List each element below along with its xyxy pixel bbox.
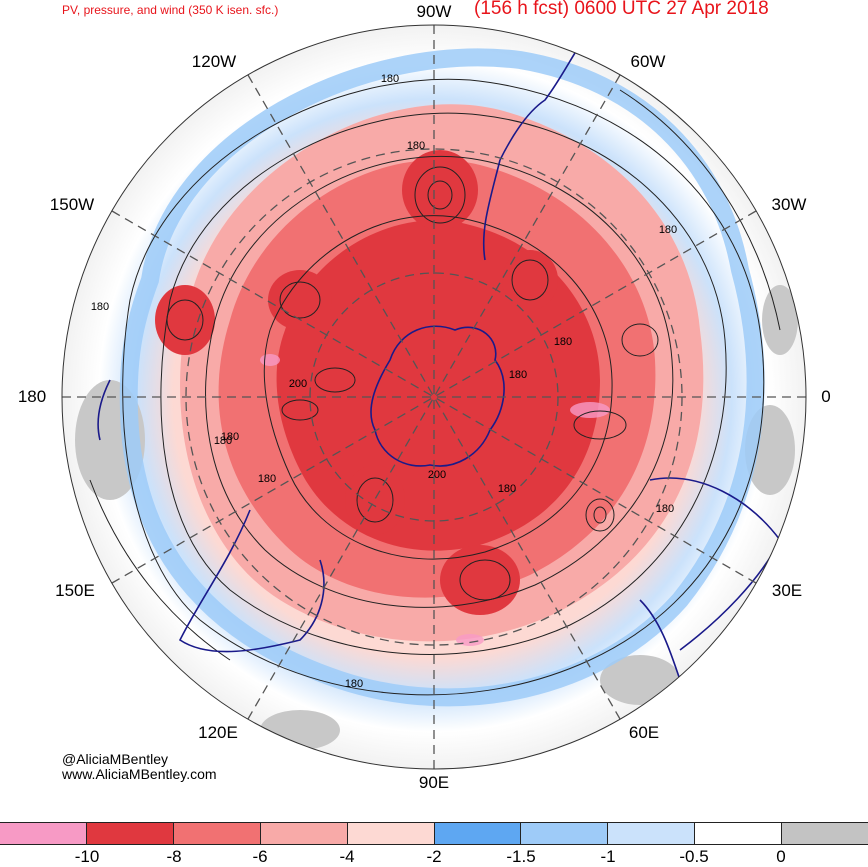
gray-patches xyxy=(75,285,798,750)
colorbar-tick: 0 xyxy=(776,847,786,866)
lon-120w: 120W xyxy=(191,52,237,71)
lon-30e: 30E xyxy=(771,581,803,600)
colorbar-tick: -8 xyxy=(166,847,182,866)
graticule xyxy=(62,25,806,769)
contour-label: 200 xyxy=(428,469,446,481)
pressure-contours xyxy=(89,78,781,696)
contour-label: 180 xyxy=(221,431,239,443)
contour-label: 180 xyxy=(381,73,399,85)
forecast-time: (156 h fcst) 0600 UTC 27 Apr 2018 xyxy=(474,0,769,19)
colorbar-swatch xyxy=(521,823,609,844)
map-title: PV, pressure, and wind (350 K isen. sfc.… xyxy=(62,3,279,17)
colorbar-swatch xyxy=(260,823,348,844)
contour-label: 180 xyxy=(345,678,363,690)
contour-label: 180 xyxy=(407,140,425,152)
contour-label: 180 xyxy=(509,369,527,381)
credit-website: www.AliciaMBentley.com xyxy=(62,766,217,782)
colorbar-tick: -4 xyxy=(339,847,355,866)
credit-handle: @AliciaMBentley xyxy=(62,751,169,767)
colorbar-swatch xyxy=(434,823,522,844)
colorbar-tick: -10 xyxy=(74,847,100,866)
contour-label: 180 xyxy=(656,503,674,515)
lon-150w: 150W xyxy=(49,195,95,214)
colorbar-swatch xyxy=(695,823,783,844)
lon-120e: 120E xyxy=(198,723,238,742)
colorbar-swatch xyxy=(0,823,87,844)
colorbar-swatch xyxy=(608,823,696,844)
colorbar-tick: -6 xyxy=(252,847,268,866)
contour-label: 180 xyxy=(91,301,109,313)
blue-band xyxy=(119,48,765,707)
lon-90e: 90E xyxy=(418,773,450,792)
lon-0: 0 xyxy=(821,387,831,406)
contour-label: 180 xyxy=(498,483,516,495)
colorbar-swatch xyxy=(782,823,868,844)
contour-label: 180 xyxy=(659,224,677,236)
colorbar-tick: -2 xyxy=(426,847,442,866)
lon-90w: 90W xyxy=(416,2,452,21)
polar-map: 180 180 180 180 180 180 200 180 180 180 … xyxy=(61,24,807,770)
colorbar-tick: -1 xyxy=(600,847,616,866)
pv-fill-core xyxy=(155,150,600,615)
colorbar-tick: -1.5 xyxy=(506,847,536,866)
lon-30w: 30W xyxy=(771,195,807,214)
colorbar-swatch xyxy=(86,823,174,844)
contour-label: 180 xyxy=(554,336,572,348)
lon-60e: 60E xyxy=(628,723,660,742)
lon-60w: 60W xyxy=(630,52,666,71)
contour-label: 180 xyxy=(214,435,232,447)
colorbar-swatch xyxy=(173,823,261,844)
map-border xyxy=(61,24,807,770)
lon-180: 180 xyxy=(17,387,47,406)
colorbar-swatch xyxy=(347,823,435,844)
contour-label: 200 xyxy=(289,378,307,390)
colorbar-tick: -0.5 xyxy=(679,847,709,866)
contour-label: 180 xyxy=(258,473,276,485)
lon-150e: 150E xyxy=(55,581,95,600)
colorbar xyxy=(0,822,868,845)
contour-labels: 180 180 180 180 180 180 200 180 180 180 … xyxy=(91,73,677,690)
